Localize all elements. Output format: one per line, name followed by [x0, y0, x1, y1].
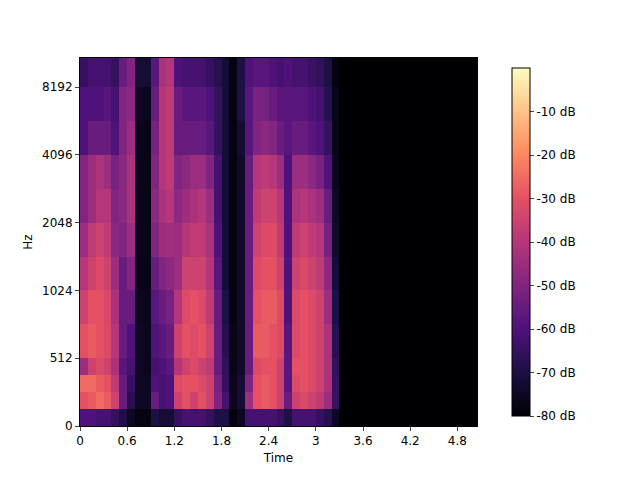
svg-text:2.4: 2.4 — [259, 434, 278, 448]
svg-text:-20 dB: -20 dB — [536, 148, 575, 162]
svg-text:1.2: 1.2 — [165, 434, 184, 448]
svg-text:-60 dB: -60 dB — [536, 322, 575, 336]
svg-text:3: 3 — [312, 434, 320, 448]
svg-text:4096: 4096 — [42, 148, 73, 162]
svg-text:-10 dB: -10 dB — [536, 105, 575, 119]
svg-text:1024: 1024 — [42, 284, 73, 298]
svg-text:3.6: 3.6 — [353, 434, 372, 448]
svg-text:-40 dB: -40 dB — [536, 235, 575, 249]
svg-text:-80 dB: -80 dB — [536, 409, 575, 423]
svg-text:0: 0 — [65, 419, 73, 433]
svg-text:0: 0 — [76, 434, 84, 448]
svg-text:8192: 8192 — [42, 80, 73, 94]
svg-text:-70 dB: -70 dB — [536, 366, 575, 380]
svg-text:-50 dB: -50 dB — [536, 279, 575, 293]
svg-text:0.6: 0.6 — [118, 434, 137, 448]
svg-text:Time: Time — [263, 451, 293, 465]
svg-text:1.8: 1.8 — [212, 434, 231, 448]
svg-text:2048: 2048 — [42, 216, 73, 230]
svg-text:-30 dB: -30 dB — [536, 192, 575, 206]
svg-text:4.8: 4.8 — [448, 434, 467, 448]
svg-text:4.2: 4.2 — [401, 434, 420, 448]
svg-text:Hz: Hz — [21, 234, 35, 249]
svg-text:512: 512 — [50, 351, 73, 365]
